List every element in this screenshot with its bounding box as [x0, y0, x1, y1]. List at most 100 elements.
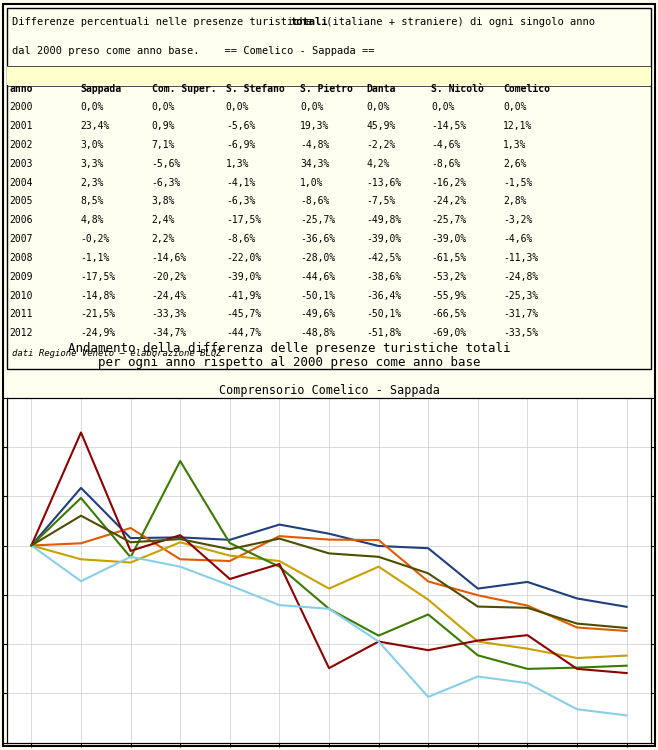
Text: -3,2%: -3,2%	[503, 215, 532, 225]
Text: -24,9%: -24,9%	[81, 328, 116, 338]
Text: 2012: 2012	[10, 328, 34, 338]
Text: 0,9%: 0,9%	[151, 122, 175, 131]
Text: 2,6%: 2,6%	[503, 159, 526, 169]
Line: Danta: Danta	[32, 433, 626, 673]
Text: dati Regione Veneto – elaborazione BLOZ: dati Regione Veneto – elaborazione BLOZ	[12, 349, 221, 358]
Line: Comelico: Comelico	[32, 516, 626, 628]
S. Nicolò	[126, 552, 134, 561]
Text: 2004: 2004	[10, 178, 34, 188]
Text: -49,6%: -49,6%	[300, 310, 335, 320]
Text: 0,0%: 0,0%	[81, 102, 104, 112]
Text: -4,6%: -4,6%	[431, 140, 460, 150]
Text: 2009: 2009	[10, 272, 34, 282]
Text: Com. Super.: Com. Super.	[151, 83, 216, 94]
Sappada	[126, 533, 134, 542]
Text: 0,0%: 0,0%	[431, 102, 455, 112]
Sappada	[226, 536, 234, 544]
S. Pietro	[28, 541, 36, 550]
Sappada	[424, 544, 432, 553]
Text: -1,1%: -1,1%	[81, 253, 110, 263]
Text: 0,0%: 0,0%	[151, 102, 175, 112]
Text: 2,4%: 2,4%	[151, 215, 175, 225]
S. Stefano	[573, 653, 581, 662]
Text: -44,7%: -44,7%	[226, 328, 261, 338]
S. Pietro	[622, 662, 630, 670]
S. Pietro	[325, 604, 333, 613]
Line: S. Stefano: S. Stefano	[32, 542, 626, 658]
Text: 1,3%: 1,3%	[503, 140, 526, 150]
Comelico	[424, 568, 432, 578]
Com. Super.	[28, 541, 36, 550]
Text: -39,0%: -39,0%	[431, 234, 466, 244]
Text: -5,6%: -5,6%	[151, 159, 181, 169]
S. Nicolò	[424, 692, 432, 701]
Comelico	[276, 534, 284, 543]
S. Stefano	[424, 596, 432, 604]
S. Stefano	[226, 551, 234, 560]
Text: 1,0%: 1,0%	[300, 178, 324, 188]
Danta	[276, 560, 284, 568]
Text: -55,9%: -55,9%	[431, 290, 466, 301]
Text: 0,0%: 0,0%	[300, 102, 324, 112]
Comelico	[622, 623, 630, 632]
Text: 2008: 2008	[10, 253, 34, 263]
Danta	[524, 631, 532, 640]
Text: S. Nicolò: S. Nicolò	[431, 83, 484, 94]
S. Pietro	[573, 663, 581, 672]
S. Pietro	[276, 562, 284, 572]
Text: -11,3%: -11,3%	[503, 253, 538, 263]
Line: S. Pietro: S. Pietro	[32, 461, 626, 669]
S. Stefano	[126, 558, 134, 567]
Danta	[325, 664, 333, 673]
Text: -21,5%: -21,5%	[81, 310, 116, 320]
Line: Sappada: Sappada	[32, 488, 626, 607]
S. Pietro	[474, 651, 482, 660]
Text: -14,6%: -14,6%	[151, 253, 187, 263]
Text: -6,3%: -6,3%	[226, 196, 255, 206]
Text: -51,8%: -51,8%	[367, 328, 401, 338]
Text: per ogni anno rispetto al 2000 preso come anno base: per ogni anno rispetto al 2000 preso com…	[98, 356, 481, 369]
Com. Super.	[622, 626, 630, 635]
Line: Com. Super.: Com. Super.	[32, 528, 626, 631]
Text: -50,1%: -50,1%	[367, 310, 401, 320]
Text: -45,7%: -45,7%	[226, 310, 261, 320]
Text: -14,5%: -14,5%	[431, 122, 466, 131]
Text: 2010: 2010	[10, 290, 34, 301]
Text: -6,9%: -6,9%	[226, 140, 255, 150]
Text: 3,3%: 3,3%	[81, 159, 104, 169]
Text: 7,1%: 7,1%	[151, 140, 175, 150]
Text: (italiane + straniere) di ogni singolo anno: (italiane + straniere) di ogni singolo a…	[320, 16, 595, 26]
S. Stefano	[276, 556, 284, 566]
Text: 2007: 2007	[10, 234, 34, 244]
S. Nicolò	[325, 604, 333, 613]
Text: Sappada: Sappada	[81, 83, 122, 94]
Text: 2005: 2005	[10, 196, 34, 206]
Text: -22,0%: -22,0%	[226, 253, 261, 263]
Text: -61,5%: -61,5%	[431, 253, 466, 263]
Text: -5,6%: -5,6%	[226, 122, 255, 131]
Comelico	[126, 538, 134, 547]
Danta	[77, 428, 85, 437]
Com. Super.	[226, 556, 234, 566]
Text: -25,7%: -25,7%	[300, 215, 335, 225]
Sappada	[524, 578, 532, 586]
Text: -24,2%: -24,2%	[431, 196, 466, 206]
Text: -36,4%: -36,4%	[367, 290, 401, 301]
Text: -34,7%: -34,7%	[151, 328, 187, 338]
Sappada	[77, 484, 85, 493]
Text: 2011: 2011	[10, 310, 34, 320]
Text: 2,8%: 2,8%	[503, 196, 526, 206]
Text: -16,2%: -16,2%	[431, 178, 466, 188]
Com. Super.	[77, 538, 85, 548]
Text: -0,2%: -0,2%	[81, 234, 110, 244]
Text: 0,0%: 0,0%	[226, 102, 249, 112]
Danta	[374, 637, 382, 646]
Com. Super.	[126, 524, 134, 532]
Text: -25,7%: -25,7%	[431, 215, 466, 225]
Text: -36,6%: -36,6%	[300, 234, 335, 244]
S. Nicolò	[276, 601, 284, 610]
Text: 34,3%: 34,3%	[300, 159, 330, 169]
Com. Super.	[424, 577, 432, 586]
Text: -4,1%: -4,1%	[226, 178, 255, 188]
Com. Super.	[374, 536, 382, 544]
